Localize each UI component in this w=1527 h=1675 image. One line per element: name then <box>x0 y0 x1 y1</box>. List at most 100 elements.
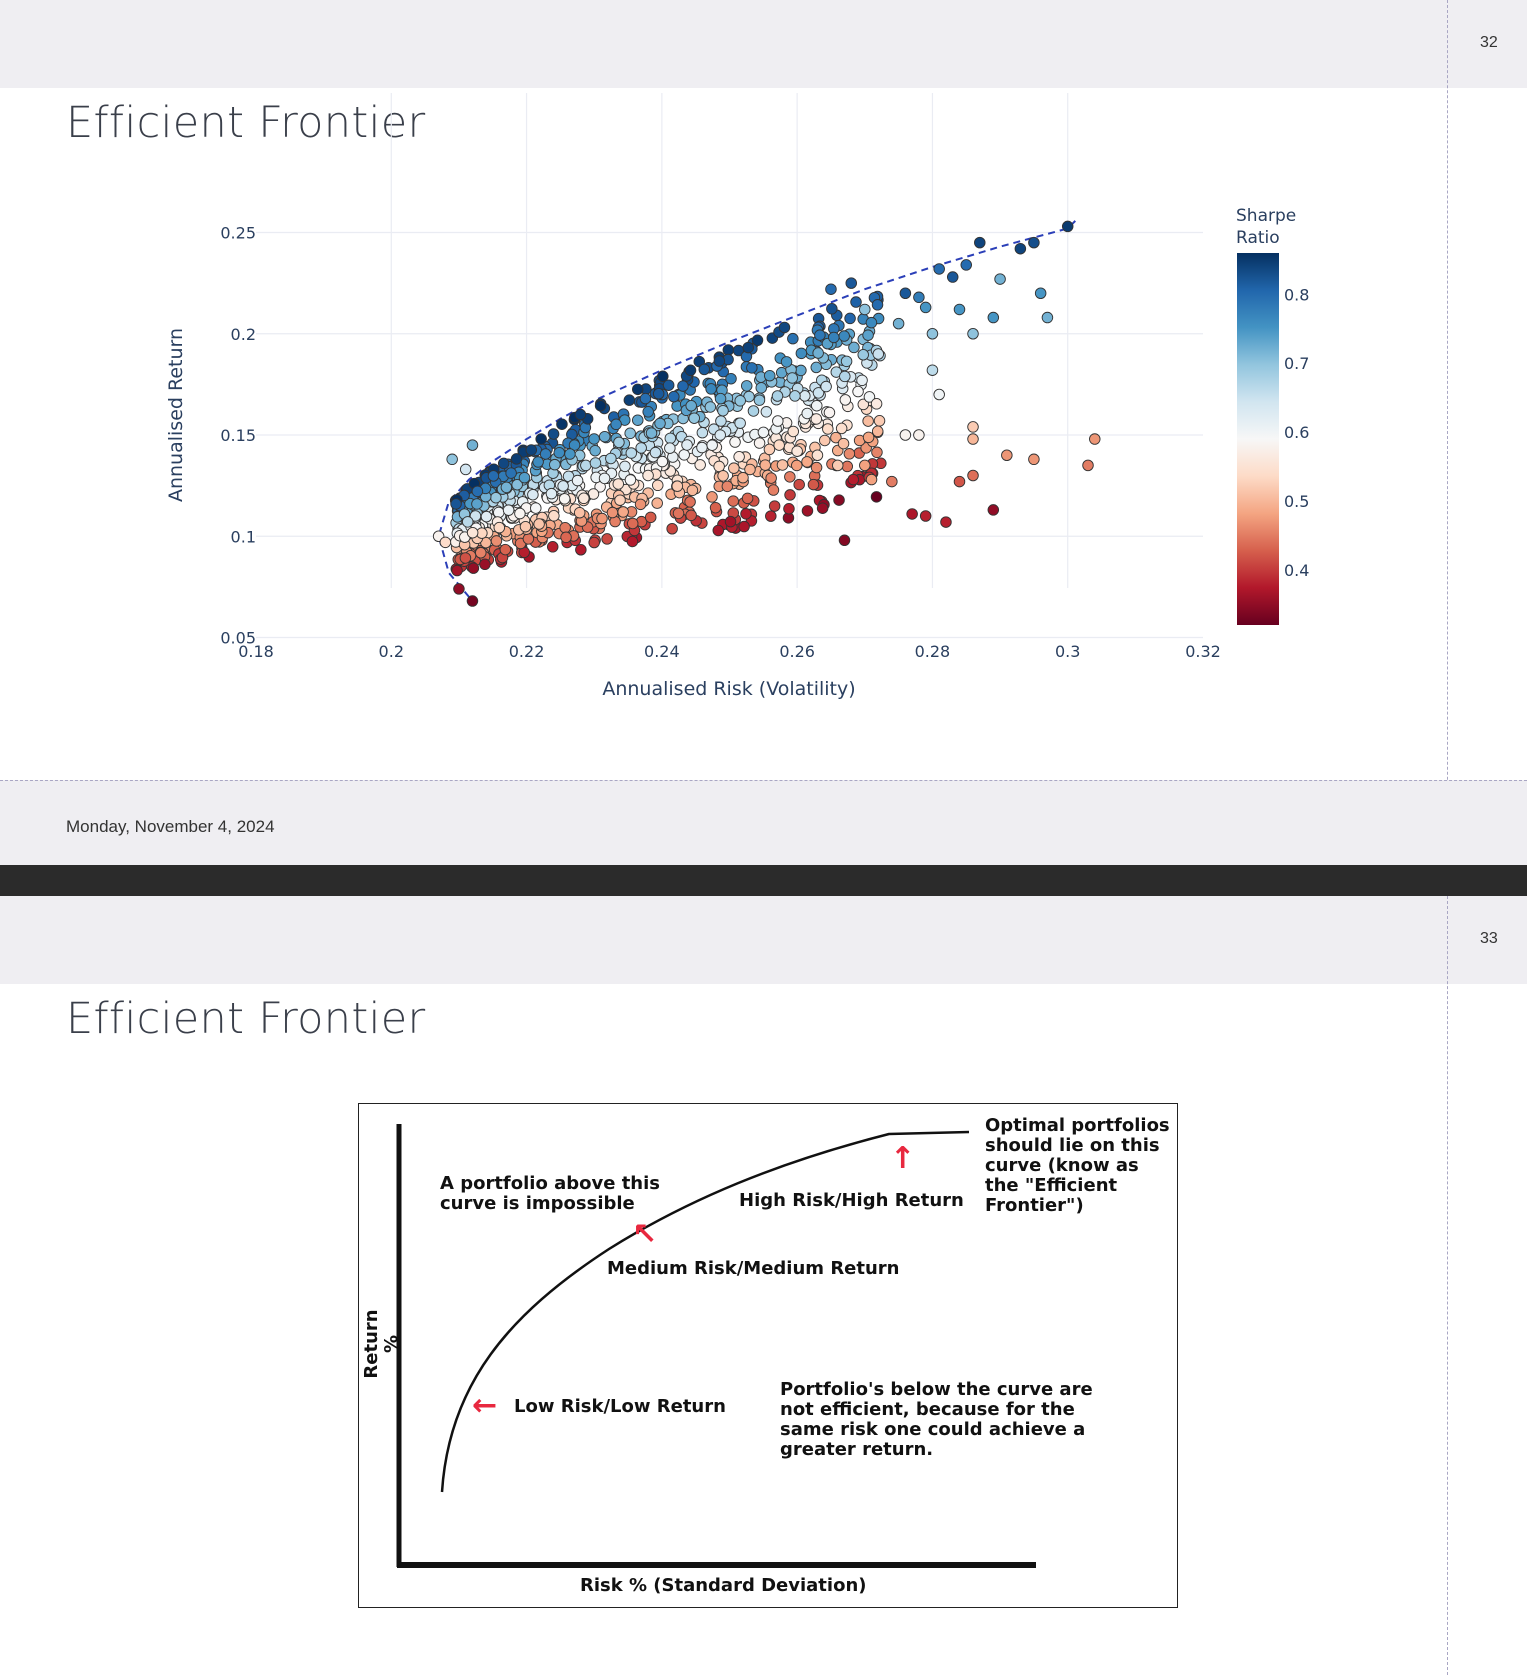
portfolio-point <box>525 444 538 456</box>
portfolio-point <box>560 531 572 544</box>
portfolio-point <box>872 348 885 360</box>
portfolio-point <box>545 487 558 500</box>
portfolio-point <box>656 455 669 468</box>
portfolio-point <box>857 398 870 411</box>
portfolio-point <box>624 474 637 486</box>
high-risk-label: High Risk/High Return <box>739 1190 964 1211</box>
portfolio-point <box>734 395 746 407</box>
x-tick-label: 0.24 <box>644 642 680 661</box>
colorbar-tick-label: 0.7 <box>1284 354 1309 373</box>
portfolio-point <box>862 329 874 341</box>
portfolio-point <box>694 459 706 471</box>
portfolio-point <box>613 436 625 449</box>
portfolio-point <box>505 467 517 479</box>
portfolio-point <box>837 437 850 450</box>
portfolio-point <box>795 347 808 360</box>
portfolio-point <box>601 533 613 545</box>
portfolio-point <box>713 355 726 367</box>
portfolio-point <box>753 394 766 406</box>
portfolio-point <box>610 418 622 431</box>
x-tick-label: 0.18 <box>238 642 274 661</box>
portfolio-point <box>575 544 587 556</box>
portfolio-point <box>1082 459 1094 472</box>
x-tick-label: 0.28 <box>915 642 951 661</box>
portfolio-point <box>668 390 680 403</box>
portfolio-point <box>652 479 664 492</box>
page-number: 33 <box>1480 930 1498 947</box>
portfolio-point <box>725 372 737 385</box>
portfolio-point <box>557 480 569 492</box>
portfolio-point <box>706 491 718 503</box>
portfolio-point <box>625 447 638 459</box>
portfolio-point <box>857 348 869 361</box>
portfolio-point <box>789 390 801 402</box>
portfolio-point <box>712 524 725 537</box>
portfolio-point <box>913 429 925 441</box>
portfolio-point <box>632 383 644 396</box>
portfolio-point <box>459 463 472 476</box>
portfolio-point <box>862 431 875 444</box>
portfolio-point <box>940 516 952 528</box>
y-tick-label: 0.1 <box>231 527 256 546</box>
portfolio-point <box>870 491 883 503</box>
colorbar-tick-label: 0.8 <box>1284 285 1309 304</box>
portfolio-point <box>696 426 709 439</box>
portfolio-point <box>709 501 722 514</box>
portfolio-point <box>871 446 883 459</box>
x-tick-label: 0.3 <box>1055 642 1080 661</box>
portfolio-point <box>500 481 513 494</box>
portfolio-point <box>535 433 547 445</box>
portfolio-point <box>556 418 568 430</box>
portfolio-point <box>612 478 625 490</box>
portfolio-point <box>865 316 878 329</box>
portfolio-point <box>753 437 766 449</box>
portfolio-point <box>933 263 945 275</box>
portfolio-point <box>840 355 853 368</box>
portfolio-point <box>812 347 824 359</box>
portfolio-point <box>838 534 851 547</box>
portfolio-point <box>899 429 912 441</box>
low-risk-label: Low Risk/Low Return <box>514 1396 726 1417</box>
portfolio-point <box>850 296 862 308</box>
portfolio-point <box>1034 287 1047 299</box>
portfolio-point <box>810 361 823 374</box>
portfolio-point <box>839 370 851 383</box>
portfolio-point <box>741 492 754 505</box>
colorbar-tick-label: 0.5 <box>1284 492 1309 511</box>
efficient-frontier-diagram: Return % Risk % (Standard Deviation) A p… <box>358 1103 1178 1608</box>
portfolio-point <box>737 471 749 484</box>
portfolio-point <box>467 562 480 574</box>
portfolio-point <box>926 327 939 340</box>
portfolio-point <box>852 385 864 398</box>
portfolio-point <box>688 412 700 424</box>
x-axis-label: Risk % (Standard Deviation) <box>580 1575 867 1596</box>
portfolio-point <box>706 439 718 451</box>
portfolio-point <box>558 493 571 505</box>
portfolio-point <box>727 495 739 507</box>
portfolio-point <box>598 472 611 485</box>
portfolio-point <box>833 494 845 506</box>
portfolio-point <box>847 473 860 486</box>
portfolio-point <box>596 512 608 525</box>
portfolio-point <box>522 533 535 545</box>
portfolio-point <box>974 236 986 249</box>
slide-title: Efficient Frontier <box>66 98 426 148</box>
colorbar <box>1237 253 1279 625</box>
portfolio-point <box>466 439 479 451</box>
y-axis-label: Annualised Return <box>165 328 187 502</box>
portfolio-point <box>1001 449 1013 462</box>
portfolio-point <box>765 472 777 484</box>
portfolio-point <box>823 406 836 419</box>
portfolio-point <box>987 504 1000 516</box>
portfolio-point <box>475 547 487 559</box>
portfolio-point <box>776 459 789 471</box>
portfolio-point <box>899 287 912 299</box>
portfolio-point <box>578 492 590 505</box>
portfolio-point <box>759 459 771 471</box>
portfolio-point <box>654 417 666 430</box>
portfolio-point <box>644 511 657 524</box>
portfolio-point <box>666 523 678 535</box>
portfolio-point <box>787 425 800 438</box>
portfolio-point <box>994 273 1006 285</box>
portfolio-point <box>724 515 737 528</box>
